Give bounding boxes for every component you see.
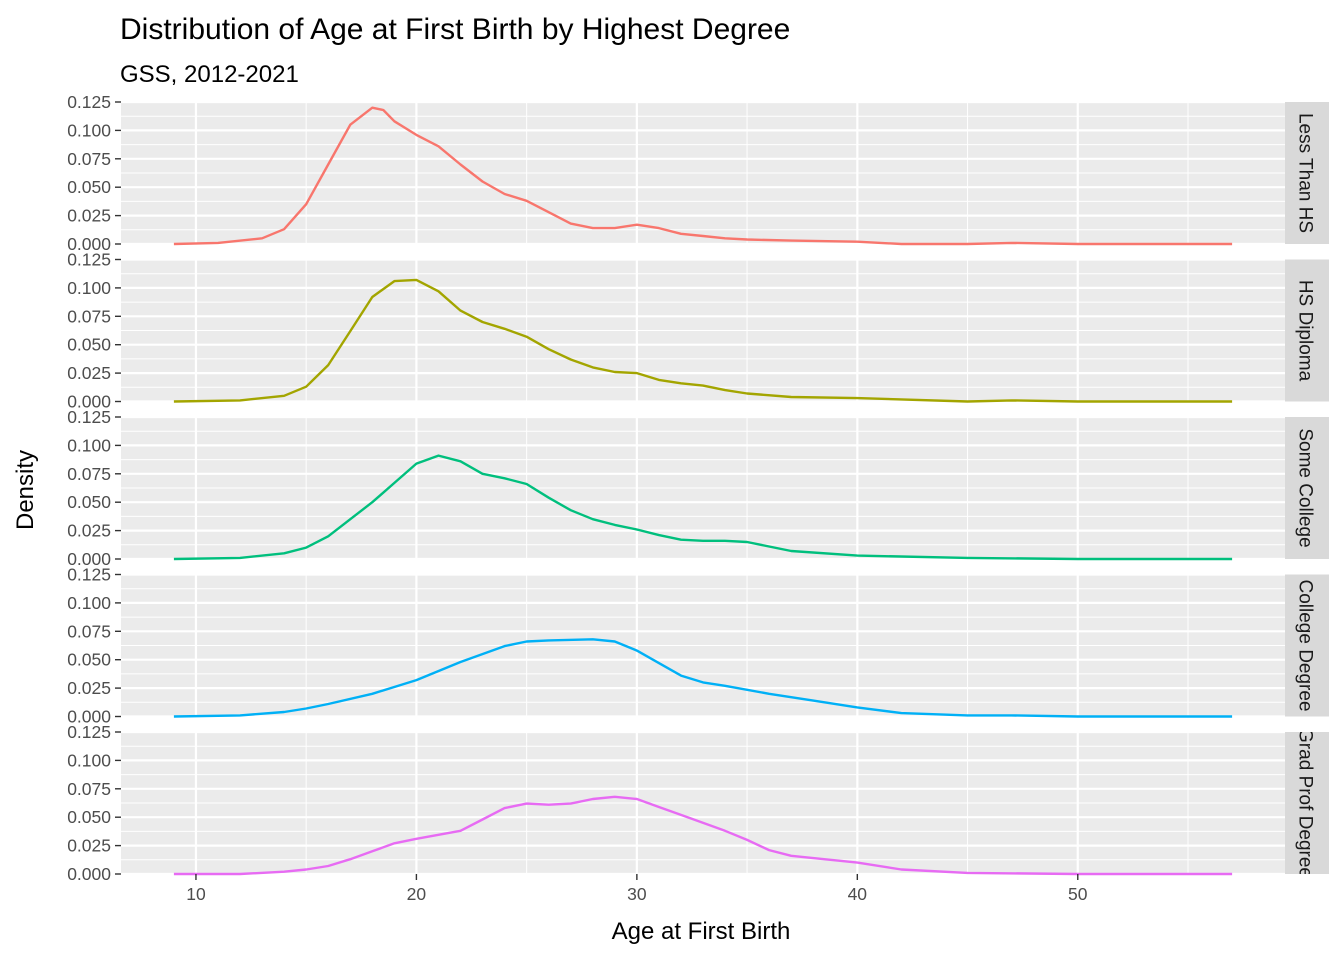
y-tick-label: 0.000 [67,234,111,254]
y-tick-label: 0.000 [67,707,111,727]
chart-subtitle: GSS, 2012-2021 [120,61,299,88]
facet-strip-label: Less Than HS [1295,113,1316,233]
density-line [173,106,1233,246]
facet-strip [1285,732,1329,874]
y-tick-label: 0.125 [67,407,111,427]
y-tick-label: 0.125 [67,722,111,742]
y-axis-title: Density [12,450,39,530]
x-axis-title: Age at First Birth [612,918,791,945]
density-line [173,795,1233,876]
y-tick-label: 0.000 [67,392,111,412]
y-tick-label: 0.125 [67,565,111,585]
facet-strip-label: HS Diploma [1295,280,1316,382]
density-line [173,454,1233,561]
y-tick-label: 0.050 [67,335,111,355]
x-tick-label: 40 [848,884,868,904]
x-tick-label: 50 [1068,884,1088,904]
facet-strip [1285,259,1329,402]
facet-strip-clip: College Degree [1295,579,1316,711]
y-tick-label: 0.100 [67,435,111,455]
y-tick-label: 0.000 [67,549,111,569]
facet-panel: 0.000 0.025 0.050 0.075 0.100 0.125 College De… [67,565,1329,727]
y-tick-label: 0.125 [67,250,111,270]
y-tick-label: 0.050 [67,807,111,827]
facet-strip-label: Grad Prof Degree [1295,728,1316,878]
y-tick-label: 0.025 [67,836,111,856]
y-tick-label: 0.125 [67,92,111,112]
facet-strip [1285,102,1329,244]
y-tick-label: 0.025 [67,521,111,541]
y-tick-label: 0.050 [67,177,111,197]
facet-strip-clip: Some College [1295,428,1316,547]
density-line [173,278,1233,403]
facet-strip-label: College Degree [1295,579,1316,711]
facet-panel: 0.000 0.025 0.050 0.075 0.100 0.125 Some Colle… [67,407,1329,569]
y-tick-label: 0.100 [67,120,111,140]
y-tick-label: 0.100 [67,278,111,298]
facet-panel: 0.000 0.025 0.050 0.075 0.100 0.125 HS Diploma [67,250,1329,412]
facet-strip-label: Some College [1295,428,1316,547]
x-tick-label: 30 [627,884,647,904]
facet-panel: 0.000 0.025 0.050 0.075 0.100 0.125 Grad Prof … [67,722,1329,884]
y-tick-label: 0.075 [67,621,111,641]
y-tick-label: 0.075 [67,779,111,799]
y-tick-label: 0.050 [67,650,111,670]
x-tick-label: 20 [407,884,427,904]
density-line [173,638,1233,718]
y-tick-label: 0.025 [67,206,111,226]
y-tick-label: 0.100 [67,593,111,613]
y-tick-label: 0.025 [67,363,111,383]
y-tick-label: 0.075 [67,149,111,169]
y-tick-label: 0.000 [67,864,111,884]
facet-panel: 0.000 0.025 0.050 0.075 0.100 0.125 Less Than … [67,92,1329,254]
facet-strip-clip: HS Diploma [1295,280,1316,382]
y-tick-label: 0.075 [67,464,111,484]
y-tick-label: 0.075 [67,306,111,326]
y-tick-label: 0.100 [67,750,111,770]
chart-title: Distribution of Age at First Birth by Hi… [120,13,790,46]
y-tick-label: 0.050 [67,492,111,512]
facet-strip-clip: Grad Prof Degree [1295,728,1316,878]
facet-strip [1285,574,1329,717]
facet-strip [1285,417,1329,559]
x-tick-label: 10 [186,884,206,904]
facet-strip-clip: Less Than HS [1295,113,1316,233]
facet-panels: 0.000 0.025 0.050 0.075 0.100 0.125 Less Than … [67,92,1329,904]
y-tick-label: 0.025 [67,678,111,698]
